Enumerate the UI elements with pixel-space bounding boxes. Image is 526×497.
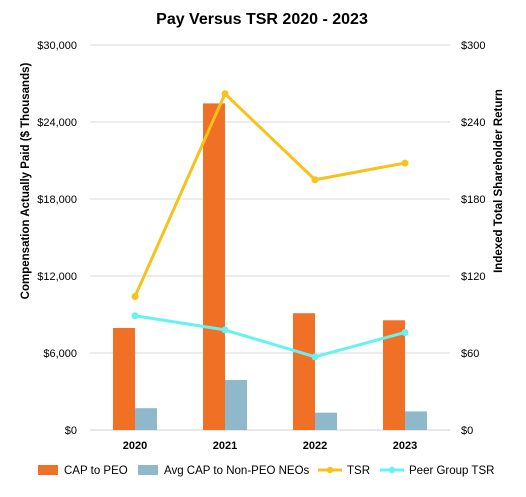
- right-axis-ticks: $0 $60 $120 $180 $240 $300: [461, 40, 485, 437]
- right-tick-label: $120: [461, 271, 485, 283]
- legend-label: TSR: [347, 465, 370, 477]
- legend-label: CAP to PEO: [64, 465, 128, 477]
- lines-group: [131, 90, 409, 361]
- series-line: [134, 314, 406, 359]
- bars-group: [113, 103, 427, 431]
- grid-lines: [90, 44, 450, 354]
- legend-marker: [388, 466, 396, 474]
- left-tick-label: $30,000: [37, 40, 77, 52]
- left-tick-label: $12,000: [37, 271, 77, 283]
- legend-label: Avg CAP to Non-PEO NEOs: [164, 465, 310, 477]
- x-tick-label: 2023: [393, 440, 417, 452]
- series-point: [401, 159, 409, 167]
- right-tick-label: $300: [461, 40, 485, 52]
- series-line: [133, 92, 406, 298]
- legend-swatch: [138, 465, 158, 475]
- series-point: [221, 326, 229, 334]
- bar: [383, 320, 405, 430]
- chart-title: Pay Versus TSR 2020 - 2023: [156, 11, 368, 28]
- legend-label: Peer Group TSR: [409, 465, 494, 477]
- bar: [113, 327, 135, 430]
- bar: [405, 411, 427, 430]
- legend-item: TSR: [318, 465, 370, 477]
- series-point: [311, 353, 319, 361]
- right-tick-label: $60: [461, 348, 479, 360]
- left-axis-ticks: $0 $6,000 $12,000 $18,000 $24,000 $30,000: [37, 40, 77, 437]
- legend-item: CAP to PEO: [38, 465, 128, 477]
- bar: [225, 379, 247, 430]
- x-tick-label: 2021: [213, 440, 237, 452]
- legend: CAP to PEO Avg CAP to Non-PEO NEOs TSR Peer…: [38, 465, 494, 477]
- bar: [293, 313, 315, 430]
- x-tick-label: 2020: [123, 440, 147, 452]
- series-point: [401, 328, 409, 336]
- series-point: [311, 176, 319, 184]
- series-point: [131, 293, 139, 301]
- left-tick-label: $6,000: [43, 348, 77, 360]
- legend-item: Peer Group TSR: [380, 465, 494, 477]
- left-tick-label: $24,000: [37, 117, 77, 129]
- right-axis-label: Indexed Total Shareholder Return: [493, 89, 505, 273]
- bar: [135, 408, 157, 430]
- legend-marker: [326, 466, 334, 474]
- right-tick-label: $0: [461, 425, 473, 437]
- x-axis-ticks: 2020 2021 2022 2023: [123, 440, 417, 452]
- legend-swatch: [38, 465, 58, 475]
- legend-item: Avg CAP to Non-PEO NEOs: [138, 465, 310, 477]
- bar: [203, 103, 225, 431]
- left-axis-label: Compensation Actually Paid ($ Thousands): [20, 63, 32, 300]
- bar: [315, 412, 337, 430]
- x-tick-label: 2022: [303, 440, 327, 452]
- right-tick-label: $180: [461, 194, 485, 206]
- left-tick-label: $0: [65, 425, 77, 437]
- series-point: [131, 312, 139, 320]
- series-point: [221, 90, 229, 98]
- left-tick-label: $18,000: [37, 194, 77, 206]
- right-tick-label: $240: [461, 117, 485, 129]
